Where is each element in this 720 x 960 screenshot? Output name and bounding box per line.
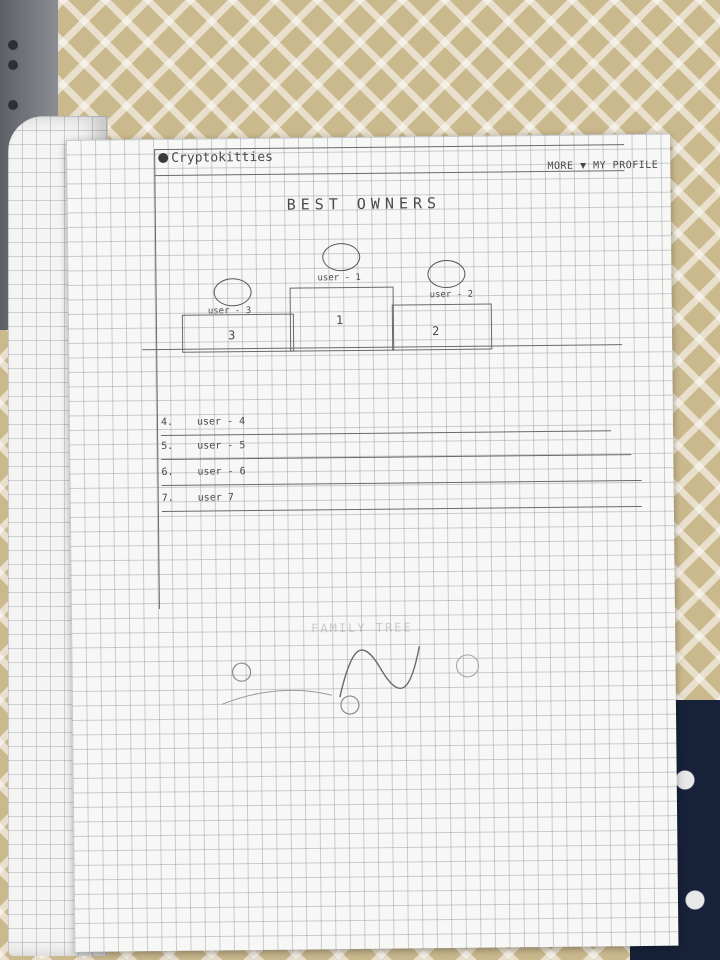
laptop-key-icon (8, 40, 18, 50)
list-item-rank: 7. (161, 492, 174, 505)
avatar[interactable] (427, 259, 466, 289)
list-divider (161, 479, 642, 487)
list-item[interactable]: 5. user - 5 (161, 440, 245, 452)
list-item-user: user - 4 (196, 416, 246, 428)
list-item-rank: 5. (161, 440, 174, 453)
header-nav[interactable]: MORE ▼ MY PROFILE (547, 159, 659, 172)
avatar[interactable] (322, 242, 361, 272)
list-item[interactable]: 4. user - 4 (161, 416, 245, 428)
list-divider (161, 505, 642, 513)
list-item-user: user 7 (197, 492, 234, 504)
podium-rank: 1 (335, 313, 344, 328)
logo[interactable]: Cryptokitties (158, 150, 273, 166)
list-item-rank: 4. (160, 416, 174, 429)
list-item-user: user - 5 (197, 440, 246, 452)
podium-user-label[interactable]: user - 1 (317, 272, 361, 284)
podium-rank: 2 (431, 324, 440, 339)
laptop-key-icon (8, 100, 18, 110)
frame-top-line (154, 144, 625, 151)
podium-rank: 3 (227, 328, 236, 343)
list-item[interactable]: 6. user - 6 (161, 466, 245, 478)
list-divider (161, 430, 612, 437)
page-title: BEST OWNERS (286, 194, 442, 214)
laptop-key-icon (8, 60, 18, 70)
logo-text: Cryptokitties (171, 149, 274, 166)
list-item-user: user - 6 (197, 466, 246, 478)
podium-user-label[interactable]: user - 2 (429, 289, 474, 301)
avatar[interactable] (213, 278, 252, 307)
list-divider (161, 454, 632, 461)
family-tree-sketch (221, 646, 480, 715)
frame-left-line (154, 149, 160, 610)
notebook-page: Cryptokitties MORE ▼ MY PROFILE BEST OWN… (66, 133, 679, 952)
list-item[interactable]: 7. user 7 (162, 492, 234, 504)
cat-logo-icon (158, 152, 169, 164)
podium-user-label[interactable]: user - 3 (207, 306, 252, 317)
list-item-rank: 6. (161, 466, 174, 479)
podium-block-2 (391, 303, 493, 351)
podium-block-3 (181, 313, 295, 353)
